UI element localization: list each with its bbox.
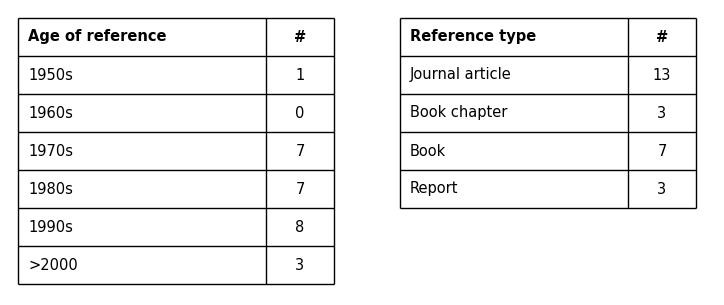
Text: Book: Book xyxy=(410,143,446,159)
Text: Reference type: Reference type xyxy=(410,30,536,45)
Text: 1970s: 1970s xyxy=(28,143,73,159)
Text: 13: 13 xyxy=(653,67,671,82)
Text: >2000: >2000 xyxy=(28,257,77,272)
Text: 7: 7 xyxy=(295,181,305,196)
Text: #: # xyxy=(656,30,668,45)
Text: 1990s: 1990s xyxy=(28,220,73,235)
Text: Report: Report xyxy=(410,181,458,196)
Text: 3: 3 xyxy=(657,181,667,196)
Text: Age of reference: Age of reference xyxy=(28,30,167,45)
Text: 3: 3 xyxy=(657,106,667,120)
Text: Journal article: Journal article xyxy=(410,67,512,82)
Text: 1960s: 1960s xyxy=(28,106,73,120)
Text: 7: 7 xyxy=(657,143,667,159)
Text: 0: 0 xyxy=(295,106,305,120)
Text: 1980s: 1980s xyxy=(28,181,73,196)
Text: 3: 3 xyxy=(295,257,305,272)
Text: 7: 7 xyxy=(295,143,305,159)
Text: 1950s: 1950s xyxy=(28,67,73,82)
Text: 1: 1 xyxy=(295,67,305,82)
Text: #: # xyxy=(294,30,306,45)
Text: 8: 8 xyxy=(295,220,305,235)
Text: Book chapter: Book chapter xyxy=(410,106,508,120)
